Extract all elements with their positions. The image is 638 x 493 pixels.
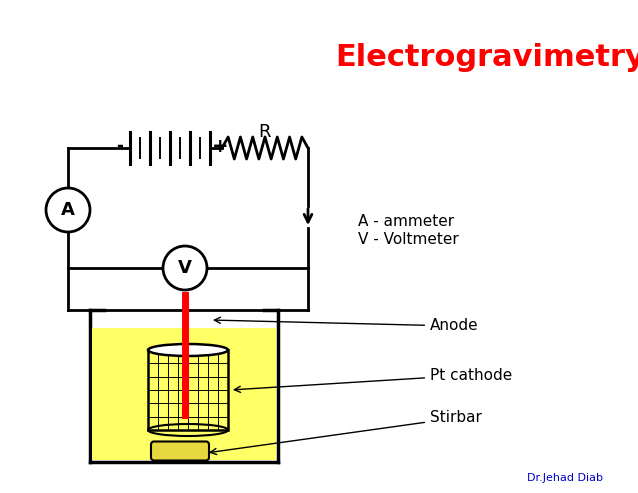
Circle shape xyxy=(163,246,207,290)
Text: V - Voltmeter: V - Voltmeter xyxy=(358,233,459,247)
Text: A: A xyxy=(61,201,75,219)
Bar xyxy=(148,350,228,430)
Text: Dr.Jehad Diab: Dr.Jehad Diab xyxy=(527,473,603,483)
Text: +: + xyxy=(212,137,228,155)
Bar xyxy=(92,328,276,460)
Circle shape xyxy=(46,188,90,232)
Bar xyxy=(148,350,228,430)
FancyBboxPatch shape xyxy=(151,442,209,460)
Text: Stirbar: Stirbar xyxy=(211,411,482,455)
Text: Pt cathode: Pt cathode xyxy=(234,367,512,392)
Text: Anode: Anode xyxy=(214,317,478,333)
Text: -: - xyxy=(117,137,123,155)
Ellipse shape xyxy=(148,344,228,356)
Text: V: V xyxy=(178,259,192,277)
Text: A - ammeter: A - ammeter xyxy=(358,214,454,230)
Text: Electrogravimetry: Electrogravimetry xyxy=(335,43,638,72)
Text: R: R xyxy=(259,123,271,141)
